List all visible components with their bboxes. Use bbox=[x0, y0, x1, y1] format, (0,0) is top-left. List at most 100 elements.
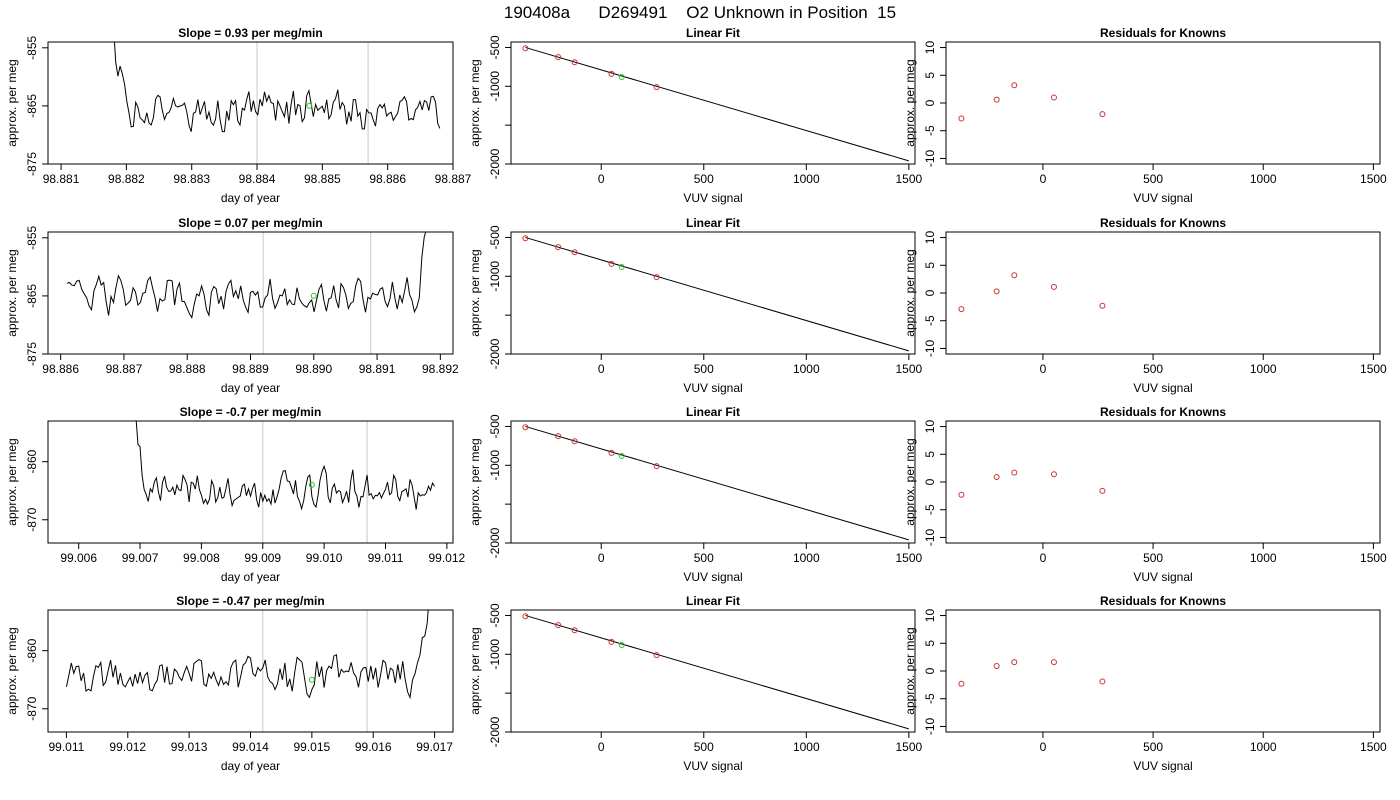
y-tick-label: -10 bbox=[923, 339, 937, 357]
x-tick-label: 98.883 bbox=[173, 172, 210, 186]
y-tick-label: -870 bbox=[25, 696, 39, 720]
x-axis-label: day of year bbox=[221, 381, 280, 395]
x-tick-label: 1500 bbox=[1360, 172, 1387, 186]
chart-panel-11: Linear Fit VUV signal approx. per meg 0 500 1… bbox=[468, 594, 923, 773]
known-point bbox=[571, 627, 578, 634]
y-tick-label: -5 bbox=[923, 315, 937, 326]
x-tick-label: 99.014 bbox=[232, 740, 269, 754]
chart-title: Slope = 0.07 per meg/min bbox=[178, 216, 322, 230]
plot-area bbox=[522, 235, 909, 352]
x-tick-label: 98.885 bbox=[304, 172, 341, 186]
x-axis-label: day of year bbox=[221, 570, 280, 584]
y-axis-label: approx. per meg bbox=[5, 59, 19, 146]
y-tick-label: -5 bbox=[923, 693, 937, 704]
chart-panel-7: Slope = -0.7 per meg/min day of year appro… bbox=[5, 405, 466, 584]
chart-title: Residuals for Knowns bbox=[1100, 594, 1226, 608]
x-tick-label: 1500 bbox=[895, 172, 922, 186]
x-tick-label: 500 bbox=[1143, 172, 1163, 186]
x-tick-label: 0 bbox=[598, 172, 605, 186]
chart-panel-4: Slope = 0.07 per meg/min day of year appro… bbox=[5, 216, 459, 395]
plot-area bbox=[522, 613, 909, 730]
plot-area bbox=[522, 424, 909, 541]
x-tick-label: 98.892 bbox=[422, 362, 459, 376]
known-point bbox=[571, 438, 578, 445]
x-tick-label: 98.891 bbox=[359, 362, 396, 376]
x-tick-label: 98.887 bbox=[106, 362, 143, 376]
known-point bbox=[555, 54, 562, 61]
known-point bbox=[555, 622, 562, 629]
x-axis-label: VUV signal bbox=[683, 570, 742, 584]
y-tick-label: -500 bbox=[488, 603, 502, 627]
x-tick-label: 1000 bbox=[1250, 362, 1277, 376]
residual-point bbox=[1099, 487, 1106, 494]
residual-point bbox=[993, 663, 1000, 670]
chart-panel-3: Residuals for Knowns VUV signal approx. pe… bbox=[903, 26, 1387, 205]
chart-title: Slope = 0.93 per meg/min bbox=[178, 26, 322, 40]
plot-area bbox=[958, 272, 1106, 313]
known-point bbox=[522, 424, 529, 431]
plot-frame bbox=[510, 609, 916, 733]
y-tick-label: -1000 bbox=[488, 261, 502, 292]
unknown-point bbox=[618, 263, 625, 270]
y-tick-label: -2000 bbox=[488, 148, 502, 179]
chart-title: Residuals for Knowns bbox=[1100, 216, 1226, 230]
y-tick-label: -500 bbox=[488, 225, 502, 249]
y-tick-label: -10 bbox=[923, 528, 937, 546]
x-axis-label: VUV signal bbox=[683, 759, 742, 773]
x-tick-label: 0 bbox=[1040, 740, 1047, 754]
fit-line bbox=[525, 46, 909, 162]
y-tick-label: -870 bbox=[25, 507, 39, 531]
x-tick-label: 99.010 bbox=[306, 551, 343, 565]
known-point bbox=[608, 449, 615, 456]
plot-frame bbox=[47, 231, 454, 355]
residual-point bbox=[958, 115, 965, 122]
chart-panel-5: Linear Fit VUV signal approx. per meg 0 500 1… bbox=[468, 216, 923, 395]
known-point bbox=[653, 84, 660, 91]
plot-area bbox=[522, 45, 909, 162]
x-tick-label: 500 bbox=[1143, 362, 1163, 376]
residual-point bbox=[1099, 302, 1106, 309]
fit-line bbox=[525, 425, 909, 541]
residual-point bbox=[1099, 678, 1106, 685]
y-tick-label: 10 bbox=[923, 41, 937, 55]
signal-trace bbox=[66, 232, 427, 320]
x-tick-label: 1000 bbox=[793, 740, 820, 754]
x-tick-label: 98.887 bbox=[435, 172, 472, 186]
y-tick-label: -500 bbox=[488, 35, 502, 59]
known-point bbox=[555, 244, 562, 251]
fit-line bbox=[525, 614, 909, 730]
known-point bbox=[608, 638, 615, 645]
x-tick-label: 98.884 bbox=[239, 172, 276, 186]
y-axis-label: approx. per meg bbox=[5, 627, 19, 714]
y-tick-label: 0 bbox=[923, 478, 937, 485]
y-tick-label: -875 bbox=[25, 152, 39, 176]
x-axis-label: VUV signal bbox=[1133, 570, 1192, 584]
known-point bbox=[522, 235, 529, 242]
y-tick-label: -10 bbox=[923, 149, 937, 167]
y-axis-label: approx. per meg bbox=[903, 438, 917, 525]
y-tick-label: 5 bbox=[923, 72, 937, 79]
unknown-point bbox=[310, 292, 317, 299]
y-tick-label: -875 bbox=[25, 342, 39, 366]
x-tick-label: 500 bbox=[1143, 740, 1163, 754]
chart-title: Slope = -0.7 per meg/min bbox=[180, 405, 322, 419]
signal-trace bbox=[65, 610, 429, 700]
chart-title: Linear Fit bbox=[686, 26, 740, 40]
residual-point bbox=[1011, 469, 1018, 476]
plot-area bbox=[113, 42, 441, 164]
known-point bbox=[653, 463, 660, 470]
plot-area bbox=[135, 421, 436, 543]
plot-frame bbox=[945, 609, 1381, 733]
x-tick-label: 99.012 bbox=[109, 740, 146, 754]
residual-point bbox=[1011, 272, 1018, 279]
plot-area bbox=[958, 659, 1106, 687]
x-tick-label: 99.009 bbox=[244, 551, 281, 565]
y-tick-label: -860 bbox=[25, 638, 39, 662]
x-tick-label: 1500 bbox=[1360, 740, 1387, 754]
y-tick-label: 0 bbox=[923, 667, 937, 674]
known-point bbox=[555, 433, 562, 440]
y-axis-label: approx. per meg bbox=[468, 438, 482, 525]
y-tick-label: -860 bbox=[25, 449, 39, 473]
x-tick-label: 99.008 bbox=[183, 551, 220, 565]
known-point bbox=[608, 70, 615, 77]
